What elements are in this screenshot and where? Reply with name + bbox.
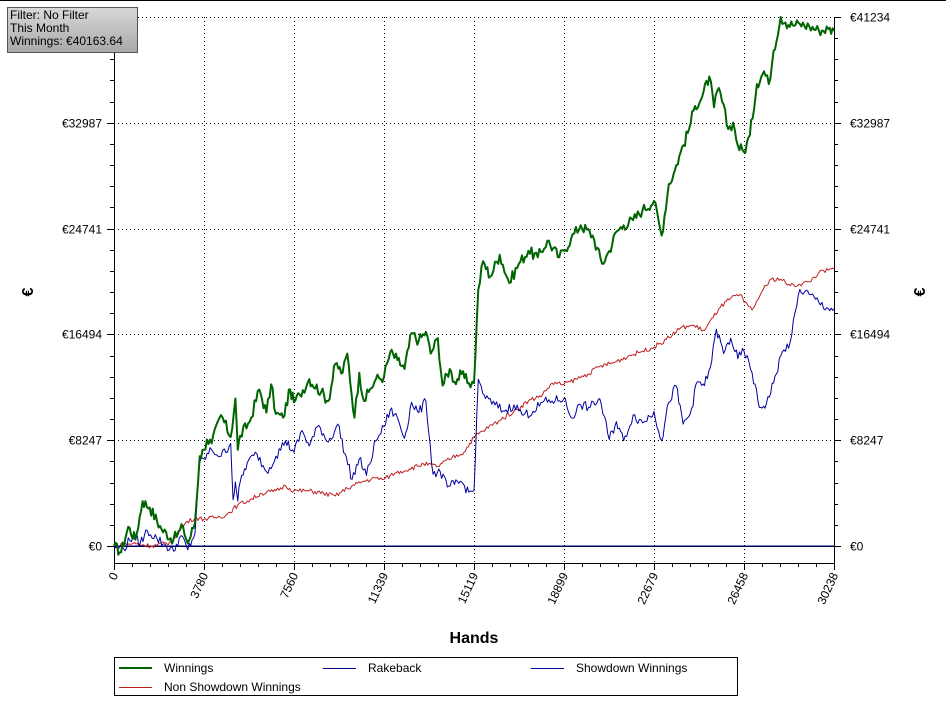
x-tick-label: 22679 — [634, 570, 661, 606]
x-tick-label: 11339 — [365, 570, 392, 606]
legend-item-rakeback[interactable]: Rakeback — [323, 661, 421, 675]
winnings-line — [113, 16, 835, 556]
legend-label-winnings: Winnings — [164, 661, 214, 675]
legend-swatch-winnings — [119, 667, 152, 669]
x-tick-label: 30238 — [814, 570, 841, 606]
y-tick-label-left: €8247 — [69, 434, 103, 448]
y-tick-label-right: €41234 — [850, 11, 890, 25]
y-axis-title-right: € — [912, 287, 929, 296]
y-tick-label-right: €32987 — [850, 117, 890, 131]
series-lines — [113, 16, 835, 556]
legend-item-non-showdown[interactable]: Non Showdown Winnings — [119, 680, 301, 694]
x-tick-label: 26458 — [724, 570, 751, 606]
legend: Winnings Rakeback Showdown Winnings Non … — [114, 657, 738, 696]
legend-swatch-showdown — [531, 667, 564, 669]
showdown-winnings-line — [113, 288, 835, 552]
period-label: This Month — [10, 21, 70, 35]
non-showdown-winnings-line — [113, 267, 835, 549]
x-axis-title: Hands — [450, 630, 499, 647]
y-tick-label-left: €16494 — [62, 328, 102, 342]
x-tick-label: 18899 — [544, 570, 571, 606]
legend-swatch-non-showdown — [119, 686, 152, 688]
y-tick-label-left: €32987 — [62, 117, 102, 131]
legend-label-showdown: Showdown Winnings — [576, 661, 688, 675]
legend-swatch-rakeback — [323, 667, 356, 669]
legend-label-rakeback: Rakeback — [368, 661, 422, 675]
y-tick-label-right: €8247 — [850, 434, 884, 448]
winnings-total-label: Winnings: €40163.64 — [10, 34, 123, 48]
legend-label-non-showdown: Non Showdown Winnings — [164, 680, 301, 694]
filter-info-box: Filter: No Filter This Month Winnings: €… — [7, 7, 138, 53]
x-tick-label: 3780 — [187, 570, 211, 600]
x-tick-label: 7560 — [277, 570, 301, 600]
y-tick-label-right: €16494 — [850, 328, 890, 342]
tick-labels: €0 €0 €8247 €8247 €16494 €16494 €24741 €24741 €3… — [62, 11, 890, 607]
x-tick-label: 15119 — [455, 570, 482, 606]
filter-label: Filter: No Filter — [10, 8, 89, 22]
y-axis-title-left: € — [20, 287, 37, 296]
legend-item-showdown[interactable]: Showdown Winnings — [531, 661, 687, 675]
y-tick-label-left: €24741 — [62, 223, 102, 237]
y-tick-label-right: €24741 — [850, 223, 890, 237]
y-tick-label-left: €0 — [89, 540, 103, 554]
legend-item-winnings[interactable]: Winnings — [119, 661, 213, 675]
y-tick-label-right: €0 — [850, 540, 864, 554]
x-tick-label: 0 — [106, 570, 122, 582]
